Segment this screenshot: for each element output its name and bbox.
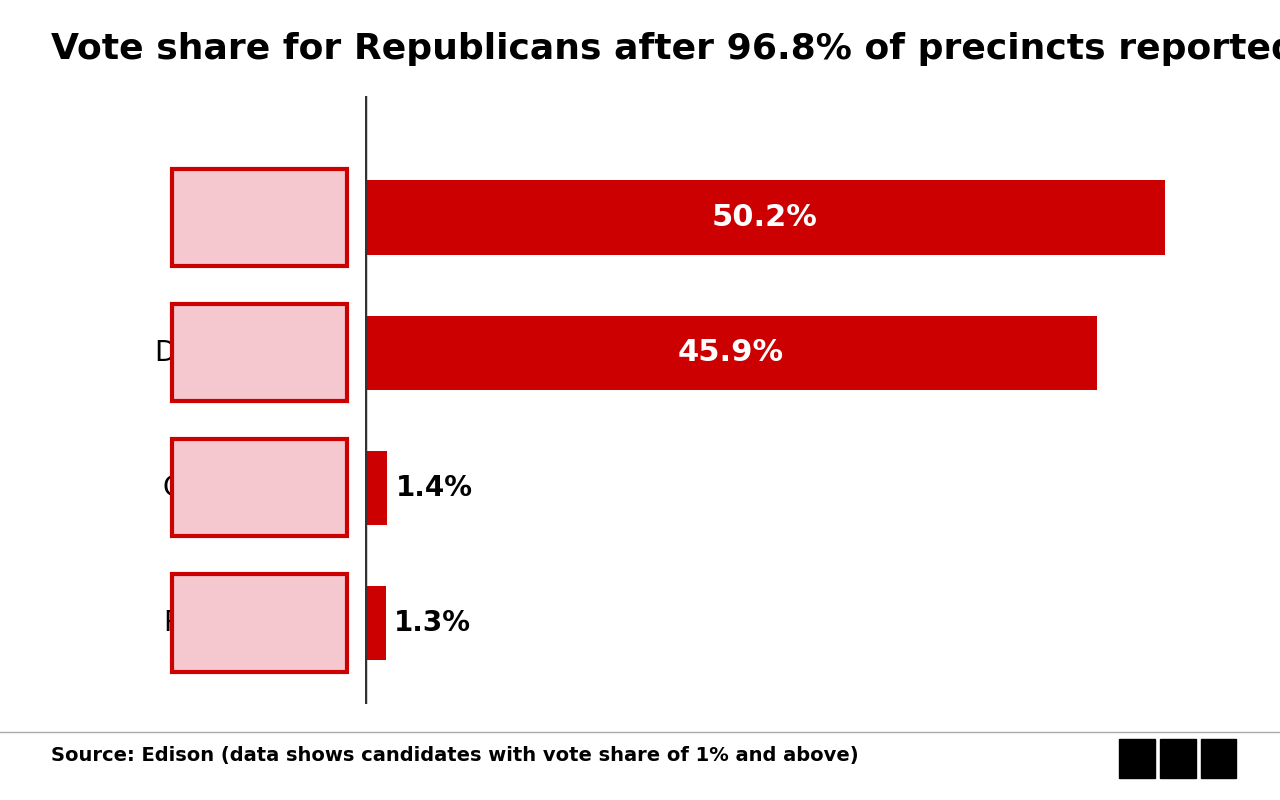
Text: Chris Christie: Chris Christie: [163, 474, 349, 502]
Text: B: B: [1170, 749, 1185, 768]
Text: 45.9%: 45.9%: [677, 338, 783, 367]
Text: C: C: [1211, 749, 1226, 768]
Text: Source: Edison (data shows candidates with vote share of 1% and above): Source: Edison (data shows candidates wi…: [51, 746, 859, 766]
Bar: [365, 586, 385, 660]
Text: B: B: [1129, 749, 1144, 768]
Bar: [365, 181, 1165, 254]
Text: 50.2%: 50.2%: [712, 203, 818, 232]
Bar: [365, 450, 387, 525]
Bar: [365, 315, 1097, 390]
Text: 1.4%: 1.4%: [396, 474, 472, 502]
FancyBboxPatch shape: [172, 304, 347, 402]
Text: Vote share for Republicans after 96.8% of precincts reported: Vote share for Republicans after 96.8% o…: [51, 32, 1280, 66]
Text: 1.3%: 1.3%: [394, 609, 471, 637]
Text: Ron DeSantis: Ron DeSantis: [164, 609, 349, 637]
FancyBboxPatch shape: [172, 169, 347, 266]
Text: Nikki Haley: Nikki Haley: [193, 203, 349, 231]
Text: Donald Trump: Donald Trump: [155, 338, 349, 366]
FancyBboxPatch shape: [172, 574, 347, 671]
FancyBboxPatch shape: [172, 439, 347, 537]
